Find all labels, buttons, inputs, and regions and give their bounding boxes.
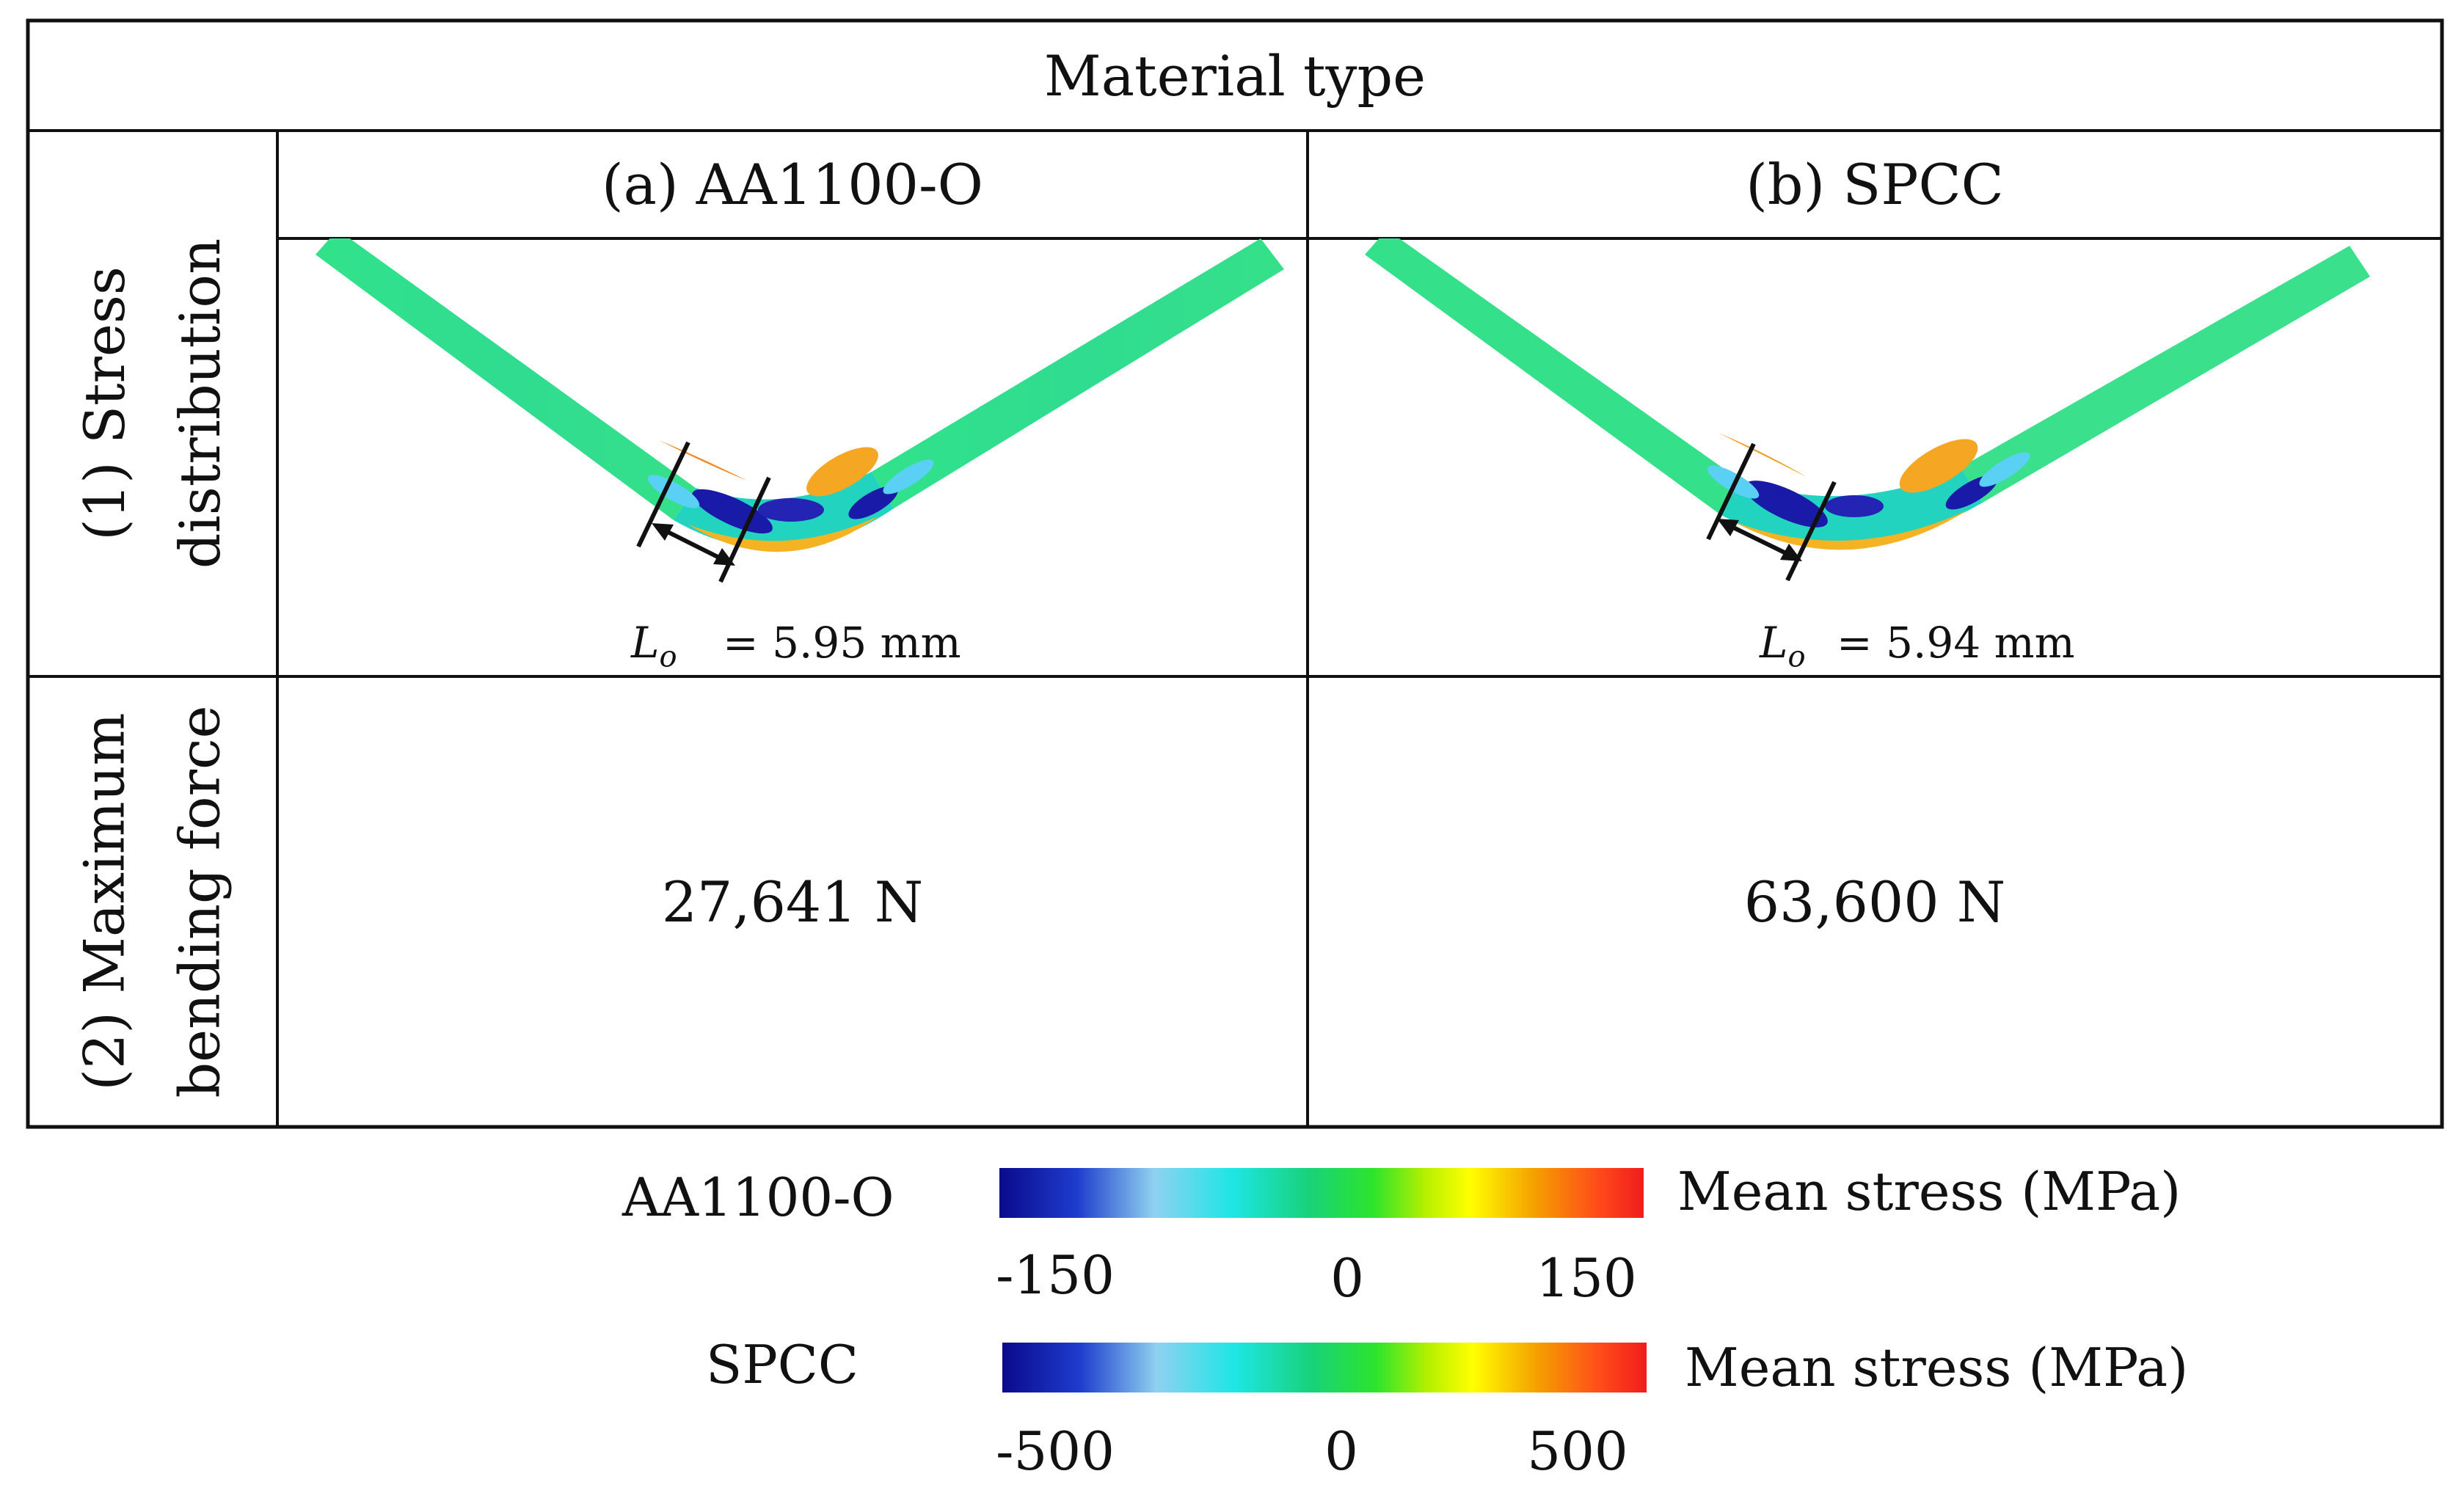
colorbar-spcc [1002, 1343, 1647, 1392]
legend-material-spcc: SPCC [706, 1334, 859, 1395]
tick-label: 150 [1536, 1247, 1637, 1309]
lo-subscript: o [1787, 640, 1806, 674]
lo-symbol: L [631, 618, 660, 668]
legend-material-aa1100: AA1100-O [622, 1167, 894, 1228]
stress-contour-aa1100 [316, 238, 1284, 583]
tick-label: 500 [1527, 1420, 1628, 1482]
legend-title-spcc: Mean stress (MPa) [1685, 1337, 2189, 1398]
stress-contour-spcc [1365, 238, 2370, 582]
legend-title-aa1100: Mean stress (MPa) [1677, 1161, 2181, 1222]
tick-label: -150 [996, 1244, 1115, 1306]
colorbar-aa1100 [999, 1168, 1644, 1218]
column-header-aa1100: (a) AA1100-O [602, 152, 983, 217]
force-value-spcc: 63,600 N [1743, 869, 2006, 935]
lo-value: = 5.95 mm [723, 618, 961, 668]
lo-label-aa1100: Lo = 5.95 mm [631, 618, 961, 674]
lo-subscript: o [659, 640, 677, 674]
tick-label: 0 [1330, 1247, 1364, 1309]
tick-label: -500 [996, 1420, 1115, 1482]
force-value-aa1100: 27,641 N [661, 869, 924, 935]
table-header-material-type: Material type [1043, 43, 1426, 109]
lo-label-spcc: Lo = 5.94 mm [1760, 618, 2075, 674]
column-header-spcc: (b) SPCC [1746, 152, 2004, 217]
lo-symbol: L [1760, 618, 1788, 668]
tick-label: 0 [1324, 1420, 1358, 1482]
lo-value: = 5.94 mm [1837, 618, 2075, 668]
